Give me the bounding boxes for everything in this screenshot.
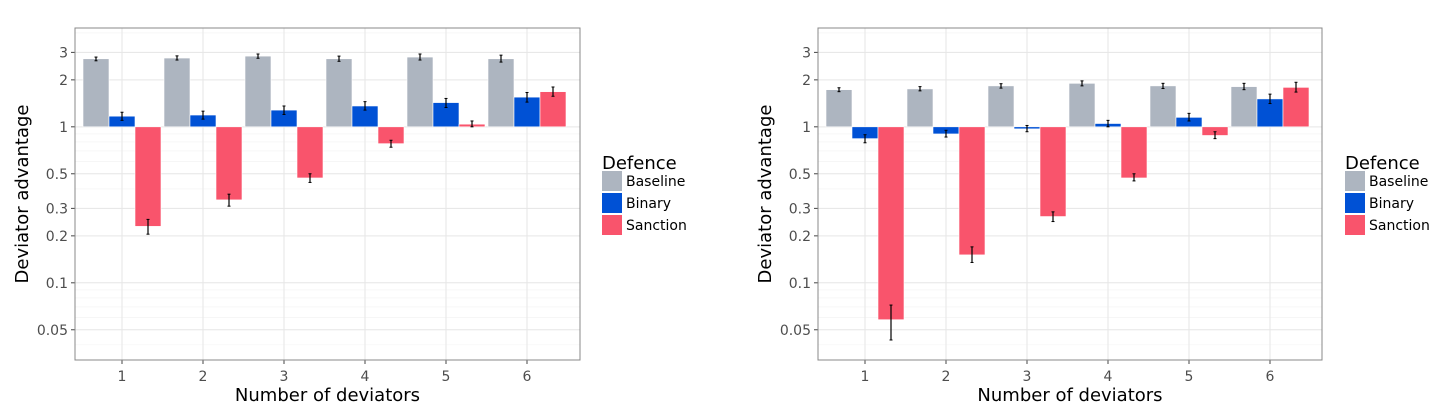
bar-baseline: [825, 89, 853, 128]
bar-baseline: [1068, 83, 1096, 128]
legend-title: Defence: [1345, 153, 1420, 174]
bar-sanction: [539, 91, 567, 128]
bar-baseline: [406, 56, 434, 128]
x-tick-label: 3: [280, 369, 289, 385]
x-tick-label: 5: [442, 369, 451, 385]
y-axis-label: Deviator advantage: [755, 105, 776, 284]
x-tick-label: 2: [199, 369, 208, 385]
x-tick-label: 6: [1266, 369, 1275, 385]
legend-label: Binary: [1369, 196, 1414, 212]
x-axis-label: Number of deviators: [977, 385, 1162, 406]
y-tick-label: 1: [59, 120, 68, 136]
x-tick-label: 4: [361, 369, 370, 385]
legend-label: Baseline: [1369, 174, 1428, 190]
legend-swatch-baseline: [1345, 171, 1365, 191]
y-tick-label: 0.5: [789, 167, 811, 183]
bar-sanction: [215, 126, 243, 201]
bar-baseline: [325, 58, 353, 128]
x-tick-label: 1: [118, 369, 127, 385]
legend-swatch-binary: [1345, 193, 1365, 213]
y-tick-label: 1: [802, 120, 811, 136]
y-tick-label: 0.2: [789, 229, 811, 245]
bar-baseline: [1230, 86, 1258, 128]
legend-swatch-binary: [602, 193, 622, 213]
x-axis-label: Number of deviators: [235, 385, 420, 406]
bar-sanction: [1039, 126, 1067, 217]
y-tick-label: 0.3: [789, 201, 811, 217]
y-tick-label: 0.1: [46, 276, 68, 292]
bar-baseline: [987, 85, 1015, 128]
bar-baseline: [82, 58, 110, 128]
bar-sanction: [296, 126, 324, 179]
x-tick-label: 4: [1104, 369, 1113, 385]
y-tick-label: 3: [802, 45, 811, 61]
chart-panel-2: 0.05 0.1 0.2 0.3 0.5 1 2 3 1 2 3 4 5 6 Number of devia…: [755, 27, 1430, 406]
bar-sanction: [134, 126, 162, 227]
legend-label: Sanction: [626, 218, 687, 234]
y-tick-label: 0.05: [780, 323, 811, 339]
y-tick-label: 0.2: [46, 229, 68, 245]
y-tick-label: 2: [59, 73, 68, 89]
chart-panel-1: 0.05 0.1 0.2 0.3 0.5 1 2 3 1 2 3 4 5 6 Number of devia…: [12, 27, 687, 406]
y-tick-label: 0.5: [46, 167, 68, 183]
legend-label: Binary: [626, 196, 671, 212]
x-tick-label: 1: [861, 369, 870, 385]
bar-sanction: [1282, 87, 1310, 128]
y-tick-label: 2: [802, 73, 811, 89]
bar-baseline: [906, 88, 934, 128]
plot-frame: [817, 27, 1323, 361]
bar-baseline: [487, 58, 515, 128]
y-tick-label: 3: [59, 45, 68, 61]
y-tick-label: 0.1: [789, 276, 811, 292]
plot-frame: [74, 27, 581, 361]
legend-label: Sanction: [1369, 218, 1430, 234]
bar-sanction: [958, 126, 986, 256]
legend-swatch-baseline: [602, 171, 622, 191]
y-tick-label: 0.3: [46, 201, 68, 217]
bar-sanction: [1120, 126, 1148, 179]
x-tick-label: 5: [1185, 369, 1194, 385]
y-tick-label: 0.05: [37, 323, 68, 339]
legend-swatch-sanction: [602, 215, 622, 235]
x-tick-label: 3: [1023, 369, 1032, 385]
bar-baseline: [163, 57, 191, 128]
legend-swatch-sanction: [1345, 215, 1365, 235]
bar-baseline: [1149, 85, 1177, 128]
legend-label: Baseline: [626, 174, 685, 190]
x-tick-label: 6: [523, 369, 532, 385]
bar-sanction: [877, 126, 905, 321]
legend-title: Defence: [602, 153, 677, 174]
y-axis-label: Deviator advantage: [12, 105, 33, 284]
bar-baseline: [244, 55, 272, 128]
x-tick-label: 2: [942, 369, 951, 385]
